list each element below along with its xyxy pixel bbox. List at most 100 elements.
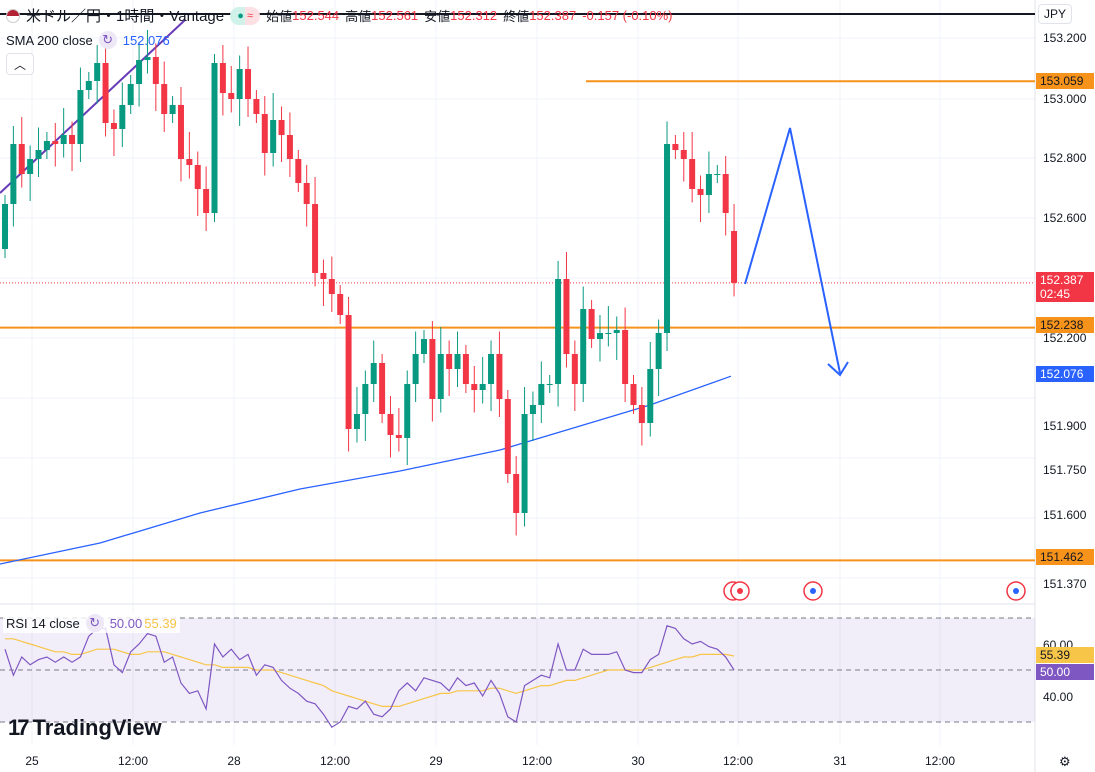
candle-body <box>245 69 252 99</box>
candle-body <box>353 414 360 429</box>
candle-body <box>596 333 603 339</box>
time-tick: 30 <box>631 754 645 768</box>
candle-body <box>295 159 302 183</box>
time-tick: 12:00 <box>924 754 956 768</box>
candle-body <box>2 204 8 249</box>
close-value: 152.387 <box>529 8 577 23</box>
last-price-label: 152.387 02:45 <box>1036 272 1094 302</box>
candle-body <box>211 63 218 213</box>
level-low-label: 151.462 <box>1036 549 1094 565</box>
candle-body <box>613 330 620 333</box>
candle-body <box>27 159 34 174</box>
candle-body <box>697 189 704 195</box>
candle-body <box>488 354 495 384</box>
candle-body <box>18 144 25 174</box>
us-flag-event-icon-dot <box>1013 588 1019 594</box>
candle-body <box>680 150 687 159</box>
symbol-title[interactable]: 米ドル／円・1時間・Vantage <box>26 8 225 25</box>
sma-value: 152.076 <box>122 32 170 48</box>
candle-body <box>563 279 570 354</box>
low-label: 安値 <box>424 9 451 24</box>
candle-body <box>555 279 562 384</box>
candle-body <box>705 174 712 195</box>
candle-body <box>328 279 335 294</box>
candle-body <box>35 150 42 159</box>
price-tick: 151.750 <box>1043 463 1087 477</box>
candle-body <box>345 315 352 429</box>
candle-body <box>387 414 394 435</box>
candle-body <box>395 435 402 438</box>
settings-gear-icon[interactable]: ⚙ <box>1059 754 1071 769</box>
open-value: 152.544 <box>292 8 340 23</box>
time-tick: 29 <box>429 754 443 768</box>
candle-body <box>622 330 629 384</box>
candle-body <box>714 174 721 175</box>
rsi-value: 50.00 <box>109 615 143 631</box>
candle-body <box>580 309 587 384</box>
candle-body <box>52 141 59 144</box>
rsi-ma-line <box>5 638 735 708</box>
candle-body <box>412 354 419 384</box>
candle-body <box>85 81 92 90</box>
candle-body <box>286 135 293 159</box>
us-flag-icon <box>6 8 20 23</box>
candle-body <box>647 369 654 423</box>
event-icon-dot <box>737 588 743 594</box>
logo-text: TradingView <box>32 715 162 740</box>
candle-body <box>496 354 503 399</box>
price-tick: 153.000 <box>1043 92 1087 106</box>
candle-body <box>43 141 50 150</box>
candle-body <box>60 135 67 144</box>
candle-body <box>219 63 226 93</box>
candle-body <box>521 414 528 513</box>
level-top-label: 153.059 <box>1036 73 1094 89</box>
sma-legend[interactable]: SMA 200 close ↻ 152.076 <box>6 31 170 49</box>
price-tick: 152.800 <box>1043 151 1087 165</box>
candle-body <box>337 294 344 315</box>
rsi-label: RSI 14 close <box>6 615 80 631</box>
time-tick: 31 <box>833 754 847 768</box>
time-tick: 25 <box>25 754 39 768</box>
rsi-legend[interactable]: RSI 14 close ↻ 50.00 55.39 <box>3 613 180 633</box>
time-tick: 12:00 <box>722 754 754 768</box>
close-label: 終値 <box>503 9 530 24</box>
time-tick: 12:00 <box>319 754 351 768</box>
tradingview-logo: 17 TradingView <box>8 715 162 741</box>
us-flag-event-icon-dot <box>810 588 816 594</box>
change-value: -0.157 (-0.10%) <box>582 8 673 23</box>
candle-body <box>127 84 134 105</box>
candle-body <box>370 363 377 384</box>
refresh-icon[interactable]: ↻ <box>85 614 104 632</box>
collapse-legend-button[interactable]: ︿ <box>6 53 34 75</box>
candle-body <box>454 354 461 369</box>
candle-body <box>102 63 109 123</box>
arrow-head-icon <box>827 361 849 377</box>
open-label: 始値 <box>266 9 293 24</box>
low-value: 152.312 <box>450 8 498 23</box>
candle-body <box>253 99 260 114</box>
candle-body <box>144 57 151 60</box>
candle-body <box>588 309 595 339</box>
candle-body <box>479 384 486 390</box>
candle-body <box>270 120 277 153</box>
price-tick: 151.600 <box>1043 508 1087 522</box>
candle-body <box>94 63 101 81</box>
projection-arrow <box>744 127 841 374</box>
candle-body <box>177 105 184 159</box>
candle-body <box>379 363 386 414</box>
refresh-icon[interactable]: ↻ <box>98 31 117 49</box>
candle-body <box>538 384 545 405</box>
candle-body <box>605 333 612 334</box>
candle-body <box>446 354 453 369</box>
last-price: 152.387 <box>1040 273 1084 287</box>
currency-button[interactable]: JPY <box>1038 4 1072 24</box>
candle-body <box>437 354 444 399</box>
candle-body <box>429 339 436 399</box>
rsi-label-axis: 50.00 <box>1036 664 1094 680</box>
candle-body <box>638 405 645 423</box>
candle-body <box>161 84 168 114</box>
candle-body <box>462 354 469 384</box>
rsi-ma-label: 55.39 <box>1036 647 1094 663</box>
candle-body <box>731 231 738 283</box>
